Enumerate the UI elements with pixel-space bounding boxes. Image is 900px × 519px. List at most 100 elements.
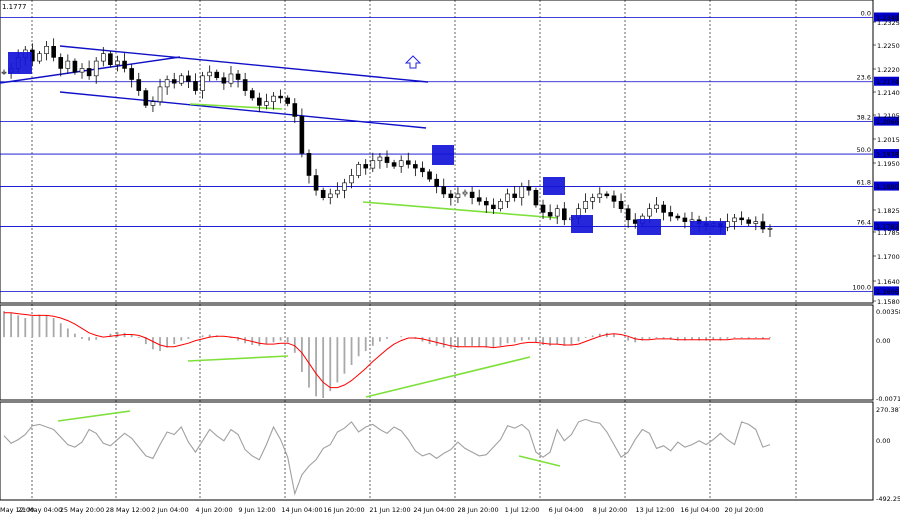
cci-tick-1: 0.00 bbox=[876, 437, 890, 445]
price-tick-0: 1.2325 bbox=[877, 19, 900, 27]
candle-body bbox=[547, 212, 553, 217]
cci-panel-frame bbox=[0, 401, 874, 501]
price-tick-3: 1.2140 bbox=[877, 89, 900, 97]
candle-body bbox=[661, 204, 666, 213]
candle-body bbox=[668, 212, 674, 217]
candle-body bbox=[405, 160, 411, 165]
candle-body bbox=[725, 221, 730, 228]
fib-price-1: 1.2174 bbox=[876, 78, 899, 86]
macd-indicator bbox=[3, 311, 771, 399]
candle-body bbox=[625, 208, 631, 221]
fib-price-box-6 bbox=[874, 286, 899, 296]
cci-line bbox=[3, 418, 771, 496]
candle-body bbox=[306, 153, 312, 176]
candle-body bbox=[44, 45, 49, 54]
candle-body bbox=[654, 204, 659, 210]
candle-body bbox=[597, 193, 603, 198]
x-label-16: 16 Jul 04:00 bbox=[681, 506, 720, 514]
candle-body bbox=[483, 201, 489, 206]
price-tick-1: 1.2250 bbox=[877, 42, 900, 50]
candle-body bbox=[427, 171, 432, 180]
candle-body bbox=[732, 217, 737, 222]
macd-panel-frame bbox=[0, 304, 874, 401]
signal-marker-1 bbox=[432, 145, 454, 165]
fib-label-1: 23.6 bbox=[857, 74, 871, 82]
candle-body bbox=[271, 95, 276, 102]
candle-body bbox=[1, 71, 7, 74]
candle-body bbox=[79, 68, 85, 73]
candle-body bbox=[469, 191, 475, 198]
candle-body bbox=[739, 217, 744, 221]
x-label-8: 16 Jun 20:00 bbox=[323, 506, 364, 514]
macd-tick-2: -0.00711 bbox=[876, 395, 900, 403]
candle-body bbox=[363, 164, 369, 169]
candle-body bbox=[58, 57, 64, 69]
candle-body bbox=[505, 193, 510, 202]
time-grid bbox=[31, 0, 797, 500]
symbol-price-label: 1.1777 bbox=[2, 3, 27, 11]
candle-body bbox=[122, 60, 127, 69]
signal-marker-3 bbox=[571, 215, 593, 233]
fib-price-box-5 bbox=[874, 221, 899, 231]
x-label-5: 4 Jun 20:00 bbox=[195, 506, 232, 514]
candle-body bbox=[51, 45, 56, 58]
x-label-4: 2 Jun 04:00 bbox=[151, 506, 188, 514]
candle-body bbox=[583, 201, 588, 210]
candle-body bbox=[179, 75, 184, 84]
candle-body bbox=[746, 219, 752, 224]
candle-body bbox=[533, 189, 539, 206]
candle-body bbox=[618, 201, 624, 210]
candle-body bbox=[554, 208, 560, 217]
candle-body bbox=[93, 60, 99, 77]
candle-body bbox=[320, 189, 326, 198]
candle-body bbox=[299, 116, 305, 154]
fib-price-0: 1.2348 bbox=[876, 14, 899, 22]
fib-label-2: 38.2 bbox=[857, 114, 871, 122]
candle-body bbox=[760, 221, 766, 230]
candle-body bbox=[136, 79, 142, 91]
x-label-13: 6 Jul 04:00 bbox=[549, 506, 584, 514]
candle-body bbox=[171, 79, 177, 84]
fib-price-5: 1.1782 bbox=[876, 223, 899, 231]
candle-body bbox=[632, 219, 638, 224]
x-label-3: 28 May 12:00 bbox=[106, 506, 151, 514]
price-tick-9: 1.1700 bbox=[877, 253, 900, 261]
fib-price-box-3 bbox=[874, 149, 899, 159]
fib-price-box-2 bbox=[874, 116, 899, 126]
signal-marker-4 bbox=[637, 219, 661, 235]
candle-body bbox=[441, 186, 447, 195]
x-label-7: 14 Jun 04:00 bbox=[281, 506, 322, 514]
candle-body bbox=[462, 191, 468, 195]
candle-body bbox=[384, 156, 390, 163]
candle-body bbox=[335, 189, 340, 195]
fib-label-0: 0.0 bbox=[861, 10, 871, 18]
signal-markers bbox=[8, 52, 726, 235]
candle-body bbox=[753, 221, 759, 224]
candle-body bbox=[100, 53, 106, 62]
candle-body bbox=[193, 81, 198, 91]
signal-marker-0 bbox=[8, 52, 32, 74]
cci-divergence-line bbox=[57, 410, 131, 422]
x-label-17: 20 Jul 20:00 bbox=[725, 506, 764, 514]
price-tick-6: 1.1950 bbox=[877, 160, 900, 168]
candle-body bbox=[526, 186, 532, 191]
candle-body bbox=[157, 86, 163, 102]
cci-tick-2: -492.2555 bbox=[876, 495, 900, 503]
signal-marker-2 bbox=[543, 177, 565, 195]
candle-body bbox=[200, 75, 205, 91]
candle-body bbox=[349, 175, 354, 184]
candle-body bbox=[420, 167, 425, 173]
candle-body bbox=[398, 160, 404, 167]
candle-body bbox=[604, 193, 610, 197]
candle-body bbox=[257, 97, 262, 106]
price-candles bbox=[1, 38, 773, 237]
candle-body bbox=[519, 186, 525, 198]
candle-body bbox=[108, 53, 113, 66]
candle-body bbox=[377, 156, 383, 162]
candle-body bbox=[391, 162, 397, 167]
candle-body bbox=[214, 71, 220, 78]
candle-body bbox=[455, 193, 461, 198]
x-label-15: 13 Jul 12:00 bbox=[636, 506, 675, 514]
